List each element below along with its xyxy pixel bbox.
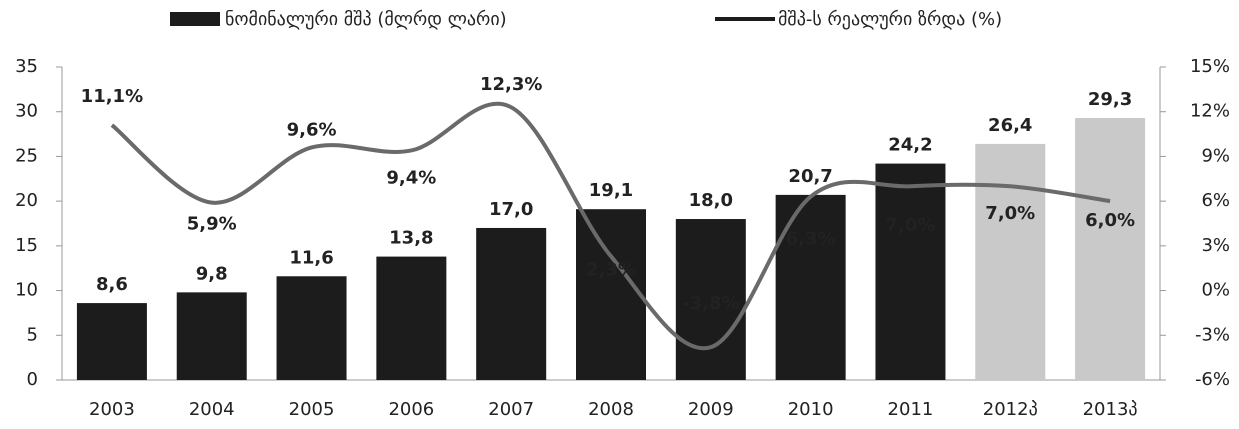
y2-tick-label: 12% — [1190, 101, 1230, 122]
bar-value-label: 26,4 — [988, 115, 1032, 136]
x-tick-label: 2010 — [788, 399, 834, 420]
y-tick-label: 5 — [27, 324, 38, 345]
x-tick-label: 2003 — [89, 399, 135, 420]
bar — [1075, 117, 1146, 380]
y2-tick-label: -6% — [1195, 369, 1230, 390]
x-tick-label: 2006 — [388, 399, 434, 420]
x-tick-label: 2011 — [888, 399, 934, 420]
line-value-label: 5,9% — [187, 214, 237, 235]
x-tick-label: 2009 — [688, 399, 734, 420]
bar-value-label: 8,6 — [96, 274, 128, 295]
legend-label: ნომინალური მშპ (მლრდ ლარი) — [225, 9, 507, 30]
line-value-label: 11,1% — [81, 86, 143, 107]
y-tick-label: 15 — [15, 235, 38, 256]
bar — [576, 209, 646, 380]
line-value-label: 2,3% — [586, 259, 636, 280]
bar-value-label: 13,8 — [389, 228, 433, 249]
bar — [975, 143, 1046, 380]
line-value-label: -3,8% — [682, 293, 739, 314]
line-value-label: 7,0% — [885, 215, 935, 236]
y-tick-label: 10 — [15, 280, 38, 301]
bar — [276, 276, 347, 380]
y2-tick-label: -3% — [1195, 324, 1230, 345]
x-tick-label: 2008 — [588, 399, 634, 420]
bar-value-label: 20,7 — [788, 166, 832, 187]
line-value-label: 7,0% — [985, 203, 1035, 224]
x-tick-label: 2013პ — [1083, 399, 1138, 420]
bar-value-label: 19,1 — [589, 180, 633, 201]
y-tick-label: 25 — [15, 145, 38, 166]
y-tick-label: 0 — [27, 369, 38, 390]
y-tick-label: 30 — [15, 101, 38, 122]
legend-swatch — [170, 12, 220, 26]
bar — [875, 163, 946, 380]
line-value-label: 6,0% — [1085, 210, 1135, 231]
legend-label: მშპ-ს რეალური ზრდა (%) — [778, 9, 1002, 30]
bar — [176, 292, 247, 380]
y2-tick-label: 9% — [1201, 145, 1230, 166]
x-tick-label: 2004 — [189, 399, 235, 420]
bar-value-label: 24,2 — [888, 135, 932, 156]
line-value-label: 6,3% — [786, 229, 836, 250]
y-tick-label: 35 — [15, 56, 38, 77]
bar — [775, 194, 846, 380]
bar-value-label: 9,8 — [196, 263, 228, 284]
bar-value-label: 17,0 — [489, 199, 533, 220]
y2-tick-label: 15% — [1190, 56, 1230, 77]
line-value-label: 9,6% — [287, 119, 337, 140]
x-tick-label: 2007 — [488, 399, 534, 420]
x-tick-label: 2012პ — [983, 399, 1038, 420]
y-tick-label: 20 — [15, 190, 38, 211]
line-value-label: 9,4% — [386, 167, 436, 188]
bar — [675, 219, 746, 380]
y2-tick-label: 6% — [1201, 190, 1230, 211]
bar-value-label: 29,3 — [1088, 89, 1132, 110]
bar-value-label: 18,0 — [689, 190, 733, 211]
bar — [476, 227, 547, 380]
y2-tick-label: 3% — [1201, 235, 1230, 256]
bar — [376, 256, 447, 380]
bar — [76, 303, 147, 380]
bar-value-label: 11,6 — [289, 247, 333, 268]
growth-line — [110, 101, 1111, 351]
line-value-label: 12,3% — [480, 74, 542, 95]
x-tick-label: 2005 — [289, 399, 335, 420]
y2-tick-label: 0% — [1201, 280, 1230, 301]
